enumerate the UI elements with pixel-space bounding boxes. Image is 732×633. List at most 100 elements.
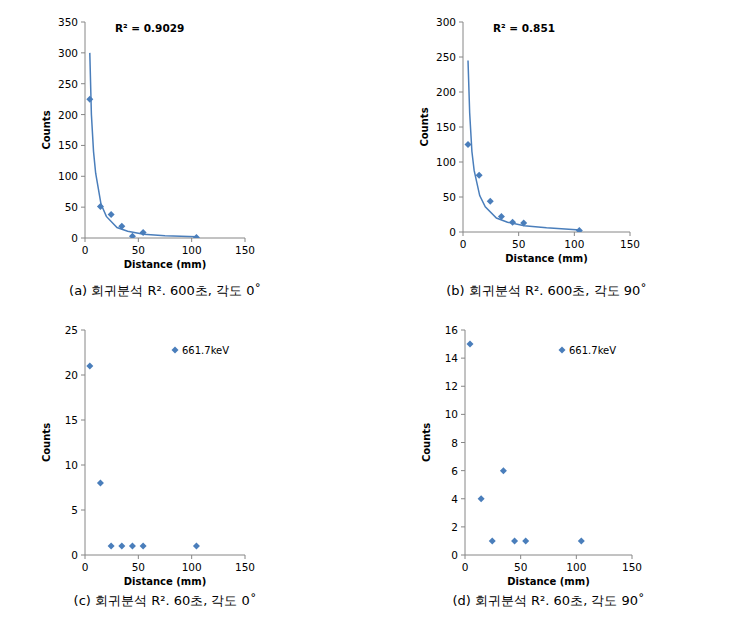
y-tick	[81, 330, 85, 331]
x-tick-label: 50	[132, 244, 145, 256]
y-tick	[81, 114, 85, 115]
y-tick	[459, 232, 463, 233]
panel-caption: (d) 회귀분석 R². 60초, 각도 90˚	[452, 593, 644, 608]
y-tick-label: 10	[65, 459, 78, 471]
y-tick	[461, 358, 465, 359]
y-axis-label: Counts	[41, 110, 52, 149]
data-point	[108, 211, 115, 218]
y-tick-label: 16	[445, 324, 459, 336]
y-tick	[81, 207, 85, 208]
y-tick-label: 150	[436, 121, 456, 133]
y-tick	[461, 470, 465, 471]
y-tick	[81, 465, 85, 466]
y-tick-label: 6	[451, 465, 458, 477]
x-tick	[245, 555, 246, 559]
x-axis-label: Distance (mm)	[124, 259, 207, 270]
y-tick-label: 25	[65, 324, 78, 336]
data-point	[487, 198, 494, 205]
legend-label: 661.7keV	[569, 345, 616, 356]
x-tick-label: 50	[514, 561, 527, 573]
data-point	[140, 543, 147, 550]
y-tick-label: 50	[443, 191, 456, 203]
panel-caption: (a) 회귀분석 R². 600초, 각도 0˚	[69, 283, 261, 298]
y-tick	[461, 330, 465, 331]
plot-area	[467, 341, 585, 545]
r-squared-annotation: R² = 0.9029	[115, 22, 184, 34]
chart-panel: 050100150200250300350050100150Distance (…	[41, 16, 261, 298]
x-tick-label: 100	[564, 238, 584, 250]
x-axis-label: Distance (mm)	[505, 253, 588, 264]
y-tick-label: 150	[58, 139, 78, 151]
y-tick	[461, 526, 465, 527]
chart-panel: 0246810121416050100150Distance (mm)Count…	[421, 324, 645, 608]
y-tick	[81, 145, 85, 146]
y-tick	[81, 52, 85, 53]
data-point	[86, 96, 93, 103]
y-tick	[459, 92, 463, 93]
data-point	[478, 495, 485, 502]
x-tick-label: 150	[235, 561, 255, 573]
y-tick	[81, 420, 85, 421]
y-tick-label: 0	[71, 232, 78, 244]
r-squared-annotation: R² = 0.851	[493, 22, 555, 34]
y-tick	[81, 83, 85, 84]
x-tick	[574, 232, 575, 236]
x-tick	[245, 238, 246, 242]
data-point	[511, 537, 518, 544]
plot-area	[86, 363, 200, 550]
y-tick	[459, 162, 463, 163]
x-axis-label: Distance (mm)	[507, 576, 590, 587]
x-tick-label: 0	[82, 244, 89, 256]
x-tick-label: 100	[566, 561, 586, 573]
y-axis-label: Counts	[419, 107, 430, 146]
y-axis-line	[85, 22, 86, 238]
y-tick-label: 50	[65, 201, 78, 213]
x-tick-label: 100	[182, 244, 202, 256]
plot-area	[86, 53, 200, 238]
data-point	[500, 467, 507, 474]
trend-line	[90, 53, 197, 237]
y-tick-label: 12	[445, 380, 458, 392]
y-tick-label: 4	[451, 493, 458, 505]
data-point	[129, 543, 136, 550]
y-tick-label: 350	[58, 16, 78, 28]
x-tick-label: 150	[620, 238, 640, 250]
x-tick	[465, 555, 466, 559]
y-tick-label: 0	[449, 226, 456, 238]
trend-line	[468, 61, 580, 230]
y-tick	[81, 176, 85, 177]
legend-entry: 661.7keV	[559, 345, 617, 356]
x-tick	[191, 238, 192, 242]
x-tick-label: 50	[512, 238, 525, 250]
y-tick	[81, 555, 85, 556]
data-point	[489, 537, 496, 544]
legend-entry: 661.7keV	[172, 345, 230, 356]
y-tick-label: 200	[58, 109, 78, 121]
x-axis-label: Distance (mm)	[124, 576, 207, 587]
x-tick	[85, 238, 86, 242]
legend-marker	[172, 347, 179, 354]
x-axis-line	[85, 238, 245, 239]
data-point	[129, 233, 136, 238]
data-point	[522, 537, 529, 544]
y-tick	[81, 22, 85, 23]
y-tick	[81, 375, 85, 376]
legend-marker	[559, 347, 566, 354]
x-tick-label: 150	[235, 244, 255, 256]
y-tick-label: 5	[71, 504, 78, 516]
x-tick-label: 150	[622, 561, 642, 573]
y-tick	[459, 127, 463, 128]
x-tick	[191, 555, 192, 559]
y-tick-label: 200	[436, 86, 456, 98]
y-tick-label: 10	[445, 408, 458, 420]
data-point	[118, 543, 125, 550]
data-point	[86, 363, 93, 370]
figure: 050100150200250300350050100150Distance (…	[0, 0, 732, 633]
y-tick	[461, 442, 465, 443]
x-tick	[138, 238, 139, 242]
y-tick-label: 250	[436, 51, 456, 63]
y-tick	[459, 22, 463, 23]
y-tick-label: 300	[436, 16, 456, 28]
y-tick-label: 14	[445, 352, 459, 364]
y-tick-label: 8	[451, 437, 458, 449]
